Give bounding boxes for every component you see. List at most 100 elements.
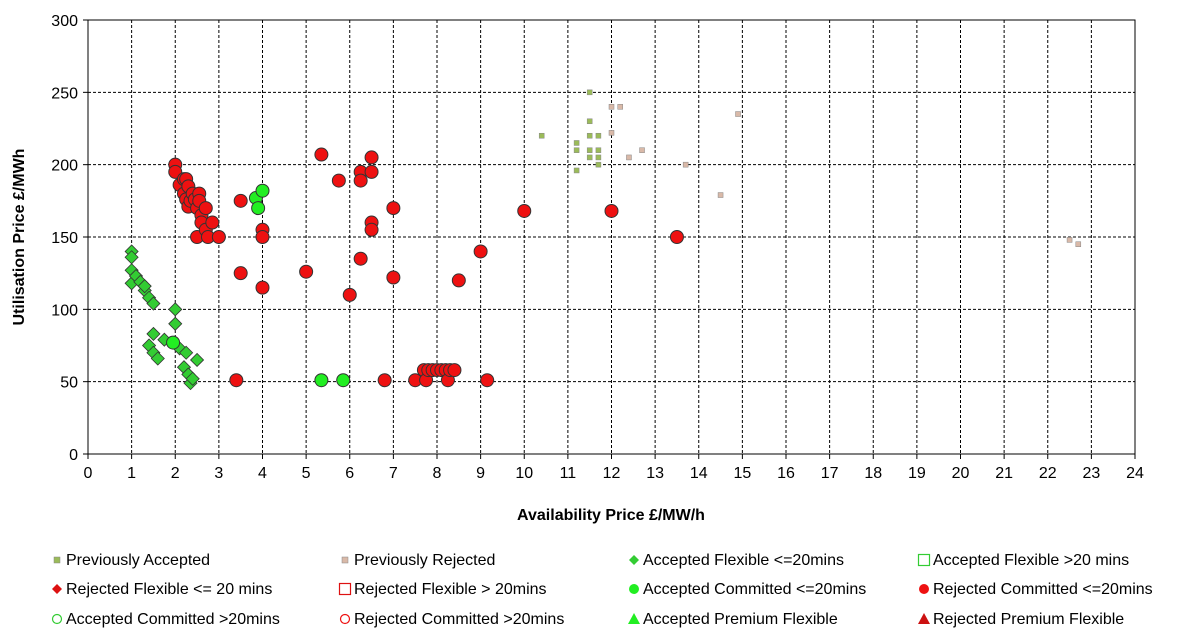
data-point xyxy=(168,316,183,331)
data-point xyxy=(717,192,724,198)
data-point xyxy=(137,279,152,294)
data-point xyxy=(682,161,689,168)
x-tick-label: 7 xyxy=(389,465,398,482)
legend-marker xyxy=(52,584,62,594)
data-point xyxy=(331,173,346,188)
legend-label: Accepted Committed >20mins xyxy=(66,611,280,628)
data-point xyxy=(573,167,580,174)
data-point xyxy=(451,273,466,288)
data-point xyxy=(353,251,368,266)
legend-marker xyxy=(53,556,61,564)
data-point xyxy=(626,154,632,161)
legend-label: Accepted Flexible <=20mins xyxy=(643,552,844,569)
data-point xyxy=(251,201,266,216)
x-tick-label: 2 xyxy=(171,465,180,482)
x-tick-label: 10 xyxy=(515,465,533,482)
x-tick-label: 19 xyxy=(908,465,926,482)
legend-marker xyxy=(628,613,640,624)
legend: Previously Accepted Previously Rejected Ac… xyxy=(51,552,1153,628)
legend-label: Previously Accepted xyxy=(66,552,210,569)
legend-label: Accepted Committed <=20mins xyxy=(643,581,866,598)
data-point xyxy=(608,130,615,136)
data-point xyxy=(205,215,220,230)
x-tick-label: 3 xyxy=(214,465,223,482)
data-point xyxy=(255,183,270,198)
x-tick-label: 0 xyxy=(84,465,93,482)
legend-marker xyxy=(341,556,349,564)
data-points xyxy=(124,89,1082,391)
data-point xyxy=(517,203,532,218)
x-tick-label: 1 xyxy=(127,465,136,482)
data-point xyxy=(573,147,580,153)
data-point xyxy=(255,230,270,244)
x-tick-label: 9 xyxy=(476,465,485,482)
y-tick-label: 0 xyxy=(69,447,78,464)
data-point xyxy=(353,173,368,188)
data-point xyxy=(233,193,248,208)
legend-marker xyxy=(917,553,931,567)
y-tick-label: 250 xyxy=(51,85,78,102)
data-point xyxy=(538,132,545,139)
data-point xyxy=(364,164,379,179)
data-point xyxy=(473,244,488,259)
legend-label: Rejected Flexible > 20mins xyxy=(354,581,547,598)
data-point xyxy=(233,266,248,281)
legend-label: Previously Rejected xyxy=(354,552,495,569)
x-tick-label: 11 xyxy=(560,465,577,482)
x-tick-label: 15 xyxy=(733,465,751,482)
data-point xyxy=(617,104,623,110)
data-point xyxy=(604,203,619,218)
data-point xyxy=(639,147,645,153)
legend-label: Rejected Committed >20mins xyxy=(354,611,564,628)
legend-marker xyxy=(919,584,929,594)
data-point xyxy=(364,222,379,237)
y-tick-label: 100 xyxy=(51,302,78,319)
x-axis-label: Availability Price £/MW/h xyxy=(517,507,705,524)
legend-label: Rejected Flexible <= 20 mins xyxy=(66,581,272,598)
legend-marker xyxy=(918,613,930,624)
data-point xyxy=(595,147,602,153)
data-point xyxy=(386,201,401,216)
legend-marker xyxy=(629,584,639,594)
legend-label: Accepted Premium Flexible xyxy=(643,611,838,628)
data-point xyxy=(189,352,205,368)
data-point xyxy=(314,373,329,388)
data-point xyxy=(168,302,183,317)
x-tick-label: 20 xyxy=(952,465,970,482)
x-tick-label: 8 xyxy=(433,465,442,482)
data-point xyxy=(342,287,357,302)
data-point xyxy=(185,371,200,386)
data-point xyxy=(211,230,226,244)
gridlines xyxy=(88,20,1135,454)
x-tick-label: 21 xyxy=(995,465,1013,482)
x-tick-label: 13 xyxy=(646,465,664,482)
data-point xyxy=(377,373,392,388)
legend-marker xyxy=(338,582,352,596)
data-point xyxy=(146,296,161,311)
data-point xyxy=(150,351,165,366)
data-point xyxy=(299,264,314,279)
x-tick-label: 23 xyxy=(1082,465,1100,482)
data-point xyxy=(595,161,602,168)
y-tick-label: 50 xyxy=(60,375,78,392)
data-point xyxy=(595,154,602,161)
data-point xyxy=(480,373,495,388)
data-point xyxy=(255,280,270,295)
data-point xyxy=(166,335,181,350)
x-axis-ticks: 0 1 2 3 4 5 6 7 8 9 10 11 12 13 14 15 16 17 18 19 20 21 22 23 24 xyxy=(84,454,1144,482)
data-point xyxy=(229,373,244,388)
data-point xyxy=(364,150,379,165)
data-point xyxy=(586,147,593,153)
x-tick-label: 12 xyxy=(603,465,621,482)
data-point xyxy=(586,154,593,161)
y-tick-label: 150 xyxy=(51,230,78,247)
x-tick-label: 14 xyxy=(690,465,708,482)
data-point xyxy=(336,373,351,388)
data-point xyxy=(586,132,593,139)
y-tick-label: 200 xyxy=(51,158,78,175)
data-point xyxy=(179,345,194,360)
x-tick-label: 4 xyxy=(258,465,267,482)
data-point xyxy=(386,270,401,285)
data-point xyxy=(314,147,329,162)
data-point xyxy=(198,201,213,216)
